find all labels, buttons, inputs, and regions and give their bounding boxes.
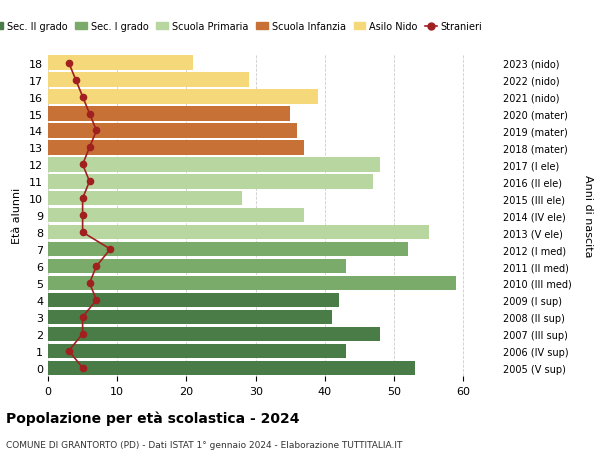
Bar (48, 124, 297, 138)
Bar (48, 276, 457, 291)
Bar (48, 107, 290, 122)
Bar (48, 90, 318, 105)
Bar (48, 208, 304, 223)
Bar (48, 293, 339, 308)
Bar (48, 310, 332, 325)
Bar (48, 141, 304, 155)
Bar (48, 56, 193, 71)
Bar (48, 242, 408, 257)
Bar (48, 361, 415, 375)
Bar (48, 344, 346, 358)
Bar (48, 192, 242, 206)
Bar (48, 158, 380, 172)
Bar (48, 73, 249, 88)
Text: COMUNE DI GRANTORTO (PD) - Dati ISTAT 1° gennaio 2024 - Elaborazione TUTTITALIA.: COMUNE DI GRANTORTO (PD) - Dati ISTAT 1°… (6, 440, 403, 449)
Y-axis label: Età alunni: Età alunni (12, 188, 22, 244)
Bar (48, 327, 380, 341)
Bar (48, 259, 346, 274)
Text: Popolazione per età scolastica - 2024: Popolazione per età scolastica - 2024 (6, 411, 299, 425)
Legend: Sec. II grado, Sec. I grado, Scuola Primaria, Scuola Infanzia, Asilo Nido, Stran: Sec. II grado, Sec. I grado, Scuola Prim… (0, 18, 487, 36)
Bar (48, 175, 373, 189)
Y-axis label: Anni di nascita: Anni di nascita (583, 174, 593, 257)
Bar (48, 225, 429, 240)
